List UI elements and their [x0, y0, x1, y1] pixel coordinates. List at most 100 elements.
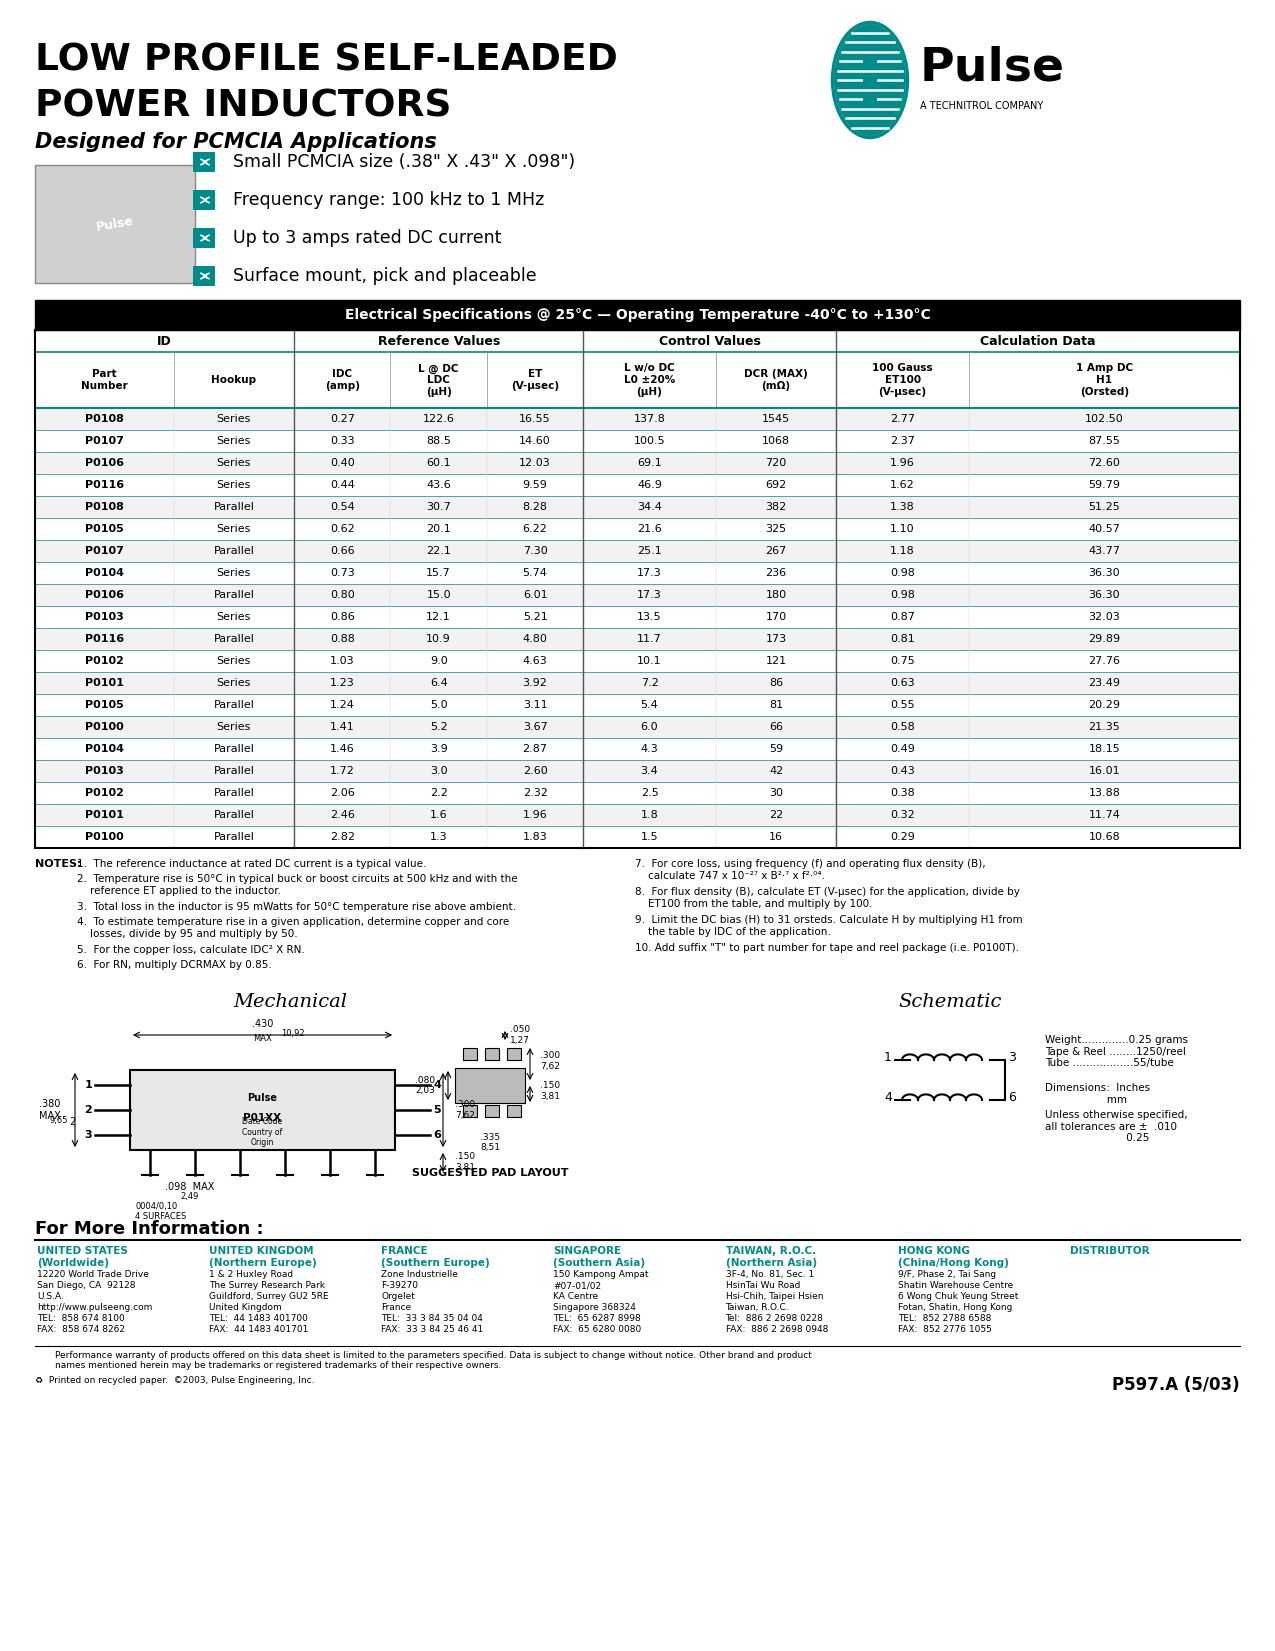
- Text: 1.24: 1.24: [330, 700, 354, 710]
- Text: TEL:  858 674 8100: TEL: 858 674 8100: [37, 1314, 125, 1322]
- Text: Parallel: Parallel: [213, 832, 254, 842]
- Text: 0.29: 0.29: [890, 832, 915, 842]
- Text: Guildford, Surrey GU2 5RE: Guildford, Surrey GU2 5RE: [209, 1293, 329, 1301]
- Text: SINGAPORE
(Southern Asia): SINGAPORE (Southern Asia): [553, 1247, 645, 1268]
- Text: 1.41: 1.41: [330, 721, 354, 731]
- Text: P0116: P0116: [84, 480, 124, 490]
- Text: 0.32: 0.32: [890, 811, 915, 821]
- Text: 2.46: 2.46: [330, 811, 354, 821]
- Text: Series: Series: [217, 436, 251, 446]
- Text: FAX:  65 6280 0080: FAX: 65 6280 0080: [553, 1326, 641, 1334]
- Text: Pulse: Pulse: [921, 46, 1065, 91]
- Bar: [484, 1048, 499, 1060]
- Text: 2: 2: [69, 1118, 75, 1128]
- Text: 6.01: 6.01: [523, 589, 547, 599]
- Text: 12.1: 12.1: [426, 613, 451, 622]
- Text: 5.  For the copper loss, calculate IDC² X RN.: 5. For the copper loss, calculate IDC² X…: [76, 944, 305, 954]
- Text: 6 Wong Chuk Yeung Street: 6 Wong Chuk Yeung Street: [898, 1293, 1019, 1301]
- Text: 0.38: 0.38: [890, 788, 915, 797]
- Text: UNITED KINGDOM
(Northern Europe): UNITED KINGDOM (Northern Europe): [209, 1247, 317, 1268]
- Bar: [34, 165, 195, 282]
- Text: Parallel: Parallel: [213, 788, 254, 797]
- Bar: [34, 474, 1241, 495]
- Text: 5.4: 5.4: [640, 700, 658, 710]
- Text: 3.9: 3.9: [430, 745, 448, 755]
- Text: 1: 1: [884, 1050, 892, 1063]
- Text: P0100: P0100: [85, 721, 124, 731]
- Text: Pulse: Pulse: [247, 1093, 278, 1103]
- Text: 4.63: 4.63: [523, 655, 547, 665]
- FancyBboxPatch shape: [193, 266, 215, 286]
- Text: 2,49: 2,49: [181, 1192, 199, 1200]
- Text: 0.66: 0.66: [330, 546, 354, 556]
- Text: 30: 30: [769, 788, 783, 797]
- Text: 87.55: 87.55: [1089, 436, 1121, 446]
- Text: .150
3,81: .150 3,81: [455, 1152, 476, 1172]
- Text: 1.72: 1.72: [330, 766, 354, 776]
- Text: 27.76: 27.76: [1089, 655, 1121, 665]
- Text: P0101: P0101: [85, 811, 124, 821]
- Text: 0.44: 0.44: [330, 480, 354, 490]
- Text: 69.1: 69.1: [638, 457, 662, 467]
- Text: 7.  For core loss, using frequency (f) and operating flux density (B),
    calcu: 7. For core loss, using frequency (f) an…: [635, 859, 986, 880]
- Text: 4.  To estimate temperature rise in a given application, determine copper and co: 4. To estimate temperature rise in a giv…: [76, 916, 509, 939]
- Bar: [34, 783, 1241, 804]
- Text: Part
Number: Part Number: [80, 370, 128, 391]
- Text: 9.59: 9.59: [523, 480, 547, 490]
- Text: 2.82: 2.82: [330, 832, 354, 842]
- Text: P0108: P0108: [85, 502, 124, 512]
- Text: 0.55: 0.55: [890, 700, 915, 710]
- Bar: [34, 606, 1241, 627]
- Text: Reference Values: Reference Values: [377, 335, 500, 347]
- Text: SUGGESTED PAD LAYOUT: SUGGESTED PAD LAYOUT: [412, 1167, 569, 1179]
- Text: P0100: P0100: [85, 832, 124, 842]
- Text: ♻  Printed on recycled paper.  ©2003, Pulse Engineering, Inc.: ♻ Printed on recycled paper. ©2003, Puls…: [34, 1375, 315, 1385]
- Bar: [34, 804, 1241, 826]
- Text: 40.57: 40.57: [1089, 523, 1121, 533]
- Text: Series: Series: [217, 480, 251, 490]
- Text: 17.3: 17.3: [638, 568, 662, 578]
- Text: 180: 180: [765, 589, 787, 599]
- Text: 150 Kampong Ampat: 150 Kampong Ampat: [553, 1270, 649, 1280]
- Text: .098  MAX: .098 MAX: [166, 1182, 214, 1192]
- Text: ET
(V-μsec): ET (V-μsec): [511, 370, 560, 391]
- Text: 325: 325: [765, 523, 787, 533]
- Text: Series: Series: [217, 721, 251, 731]
- Text: Series: Series: [217, 523, 251, 533]
- Bar: [130, 1070, 395, 1151]
- Text: FAX:  886 2 2698 0948: FAX: 886 2 2698 0948: [725, 1326, 827, 1334]
- Text: 4: 4: [884, 1091, 892, 1103]
- Text: Performance warranty of products offered on this data sheet is limited to the pa: Performance warranty of products offered…: [55, 1351, 812, 1370]
- Text: 170: 170: [765, 613, 787, 622]
- Text: 86: 86: [769, 679, 783, 688]
- Text: France: France: [381, 1303, 412, 1313]
- Text: P0104: P0104: [84, 568, 124, 578]
- Text: Parallel: Parallel: [213, 811, 254, 821]
- Text: 32.03: 32.03: [1089, 613, 1121, 622]
- Text: P0106: P0106: [84, 589, 124, 599]
- Text: 59.79: 59.79: [1089, 480, 1121, 490]
- Text: 0.86: 0.86: [330, 613, 354, 622]
- Text: 43.6: 43.6: [426, 480, 451, 490]
- Text: 3.92: 3.92: [523, 679, 547, 688]
- Text: 1.23: 1.23: [330, 679, 354, 688]
- Text: P0104: P0104: [84, 745, 124, 755]
- Text: L w/o DC
L0 ±20%
(μH): L w/o DC L0 ±20% (μH): [623, 363, 676, 396]
- Text: San Diego, CA  92128: San Diego, CA 92128: [37, 1281, 135, 1289]
- Bar: [34, 584, 1241, 606]
- FancyBboxPatch shape: [193, 228, 215, 248]
- Bar: [34, 452, 1241, 474]
- Text: Schematic: Schematic: [899, 992, 1002, 1010]
- Bar: [863, 94, 877, 104]
- Text: 0004/0,10: 0004/0,10: [135, 1202, 177, 1210]
- Text: 2.  Temperature rise is 50°C in typical buck or boost circuits at 500 kHz and wi: 2. Temperature rise is 50°C in typical b…: [76, 873, 518, 895]
- Text: 1068: 1068: [762, 436, 790, 446]
- Text: 1.10: 1.10: [890, 523, 915, 533]
- Text: FAX:  852 2776 1055: FAX: 852 2776 1055: [898, 1326, 992, 1334]
- Text: FAX:  33 3 84 25 46 41: FAX: 33 3 84 25 46 41: [381, 1326, 483, 1334]
- Text: LOW PROFILE SELF-LEADED: LOW PROFILE SELF-LEADED: [34, 41, 618, 78]
- Text: HONG KONG
(China/Hong Kong): HONG KONG (China/Hong Kong): [898, 1247, 1009, 1268]
- Text: Series: Series: [217, 457, 251, 467]
- Text: P0103: P0103: [85, 766, 124, 776]
- Text: Fotan, Shatin, Hong Kong: Fotan, Shatin, Hong Kong: [898, 1303, 1012, 1313]
